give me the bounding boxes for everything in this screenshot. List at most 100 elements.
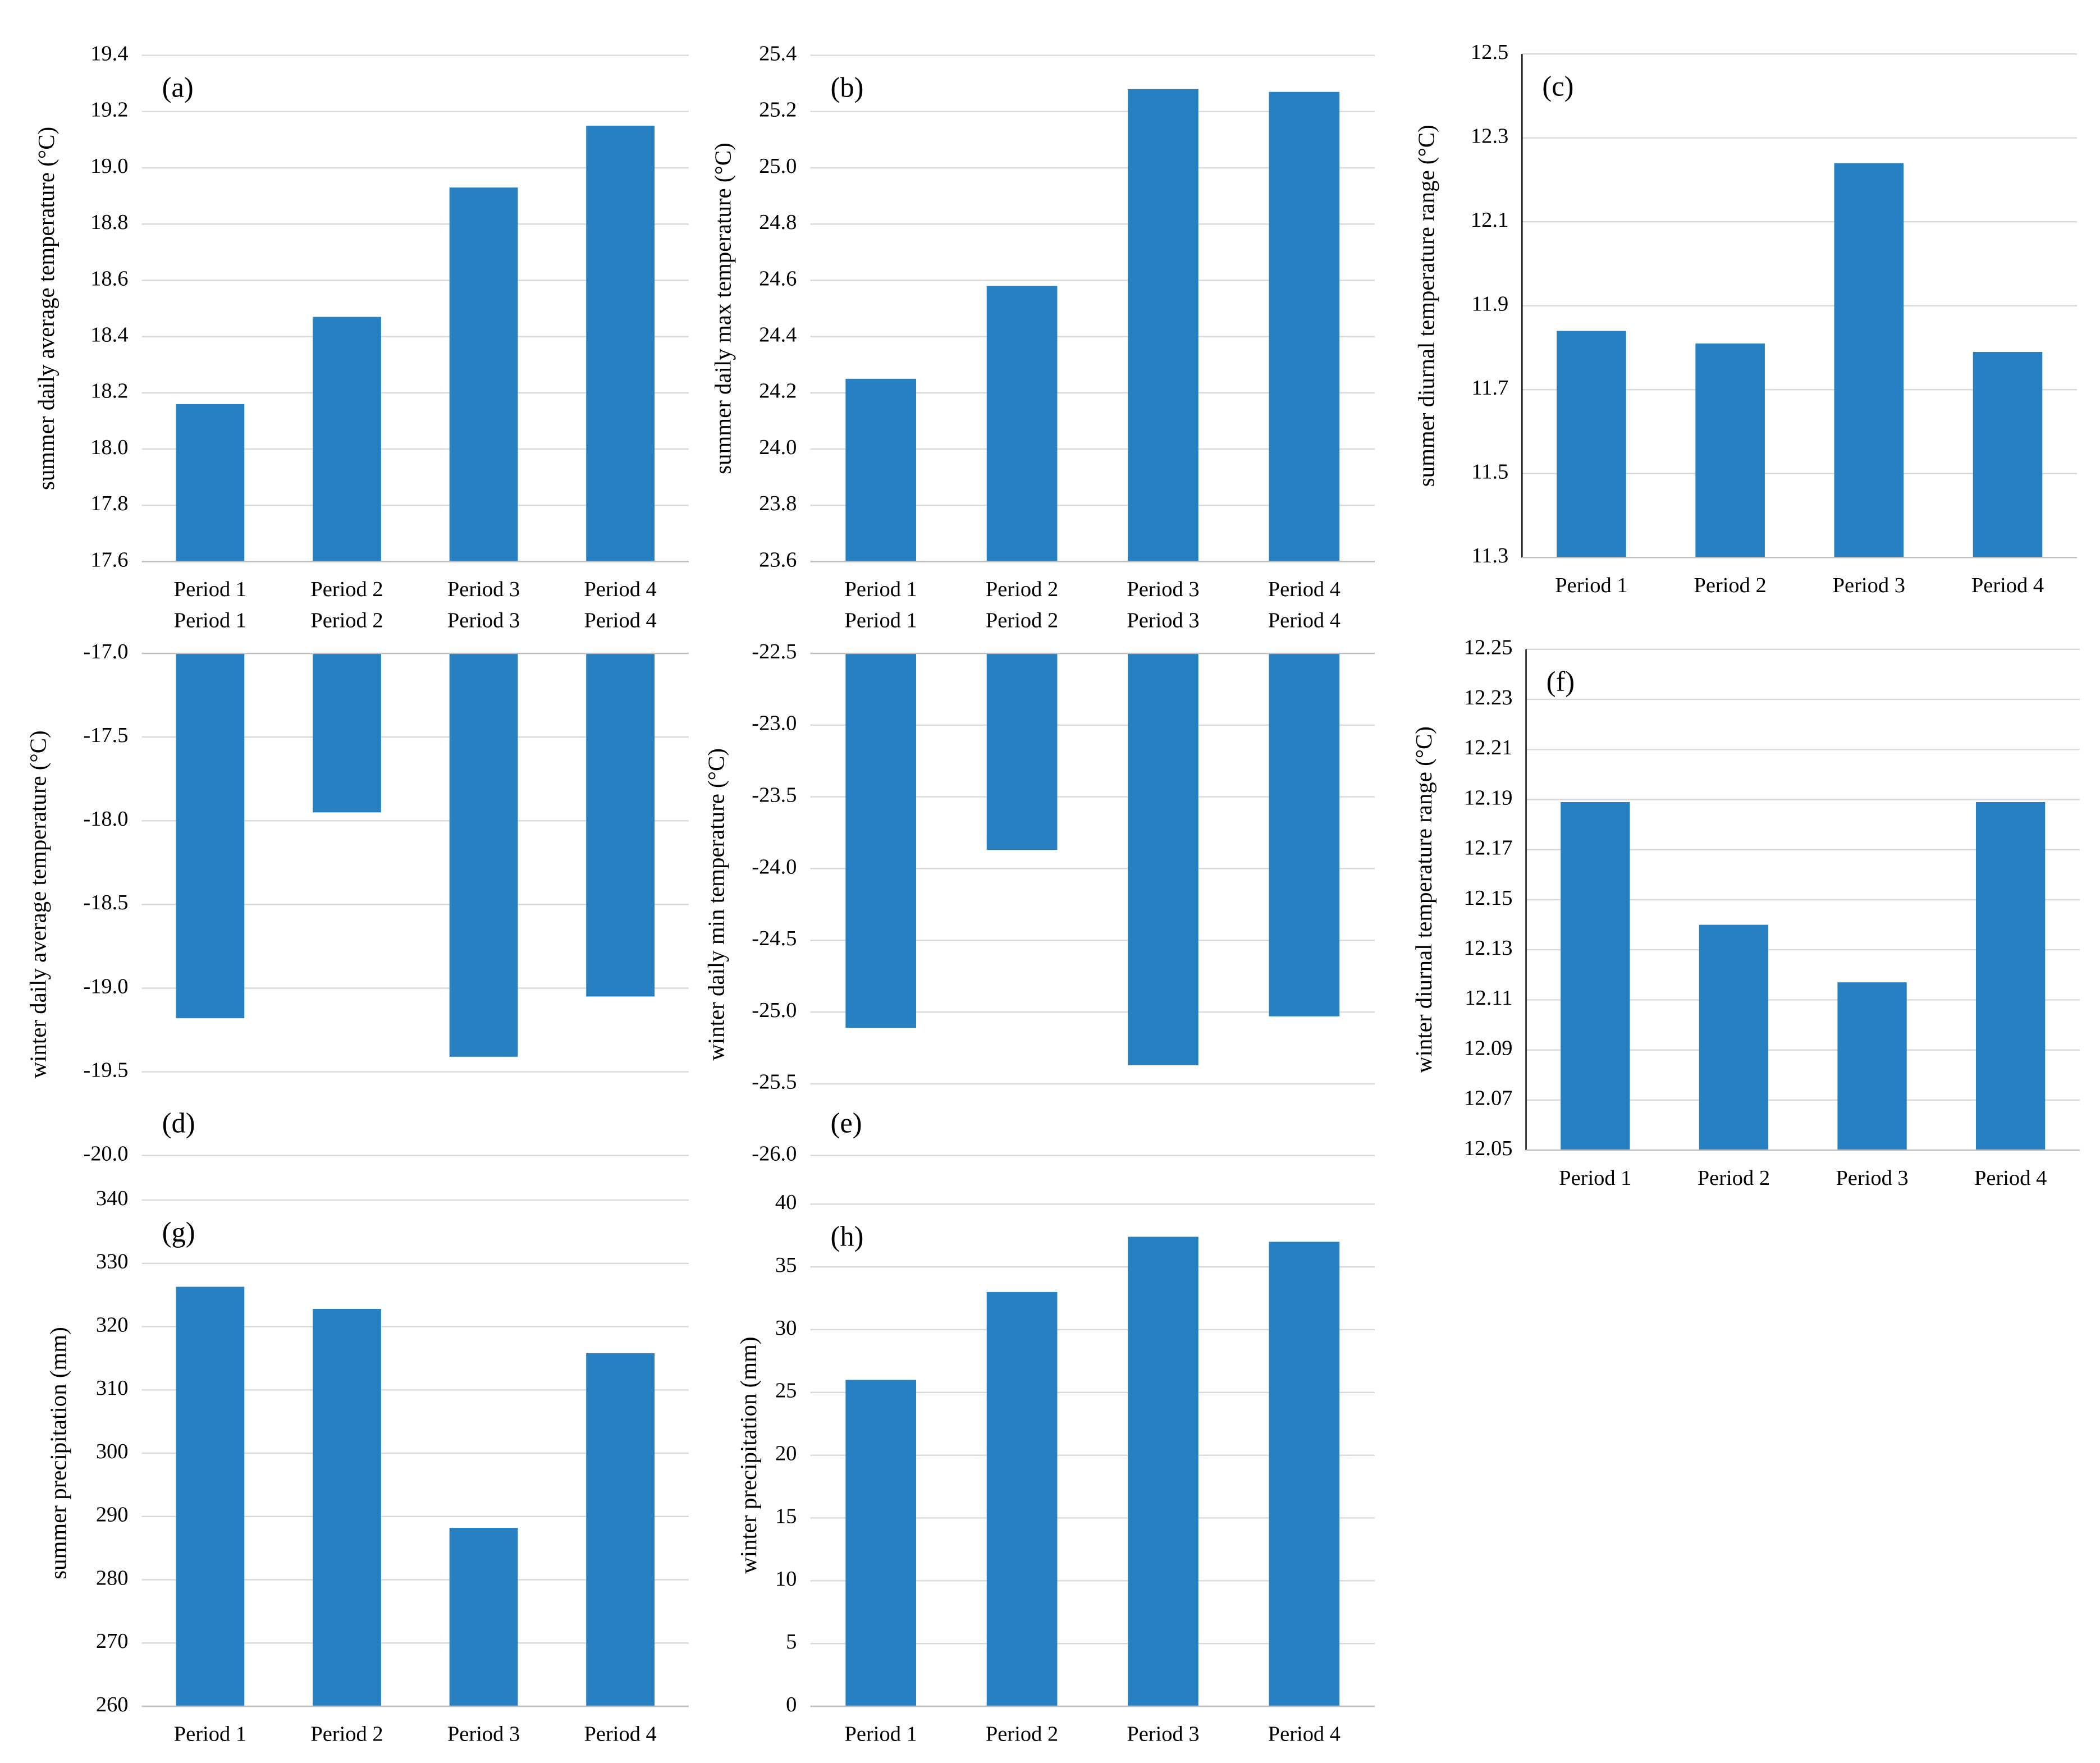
y-axis-title: winter daily average temperature (°C) bbox=[26, 730, 51, 1078]
y-tick-label: 12.13 bbox=[1464, 936, 1513, 960]
bar bbox=[313, 317, 381, 562]
y-tick-label: 12.5 bbox=[1471, 40, 1508, 64]
chart-panel: 12.05 12.07 12.09 12.11 12.13 12.15 12.17 12.19… bbox=[1411, 636, 2080, 1190]
y-tick-label: 270 bbox=[96, 1629, 129, 1653]
y-axis-title: summer diurnal temperature range (°C) bbox=[1414, 125, 1439, 487]
y-tick-label: 40 bbox=[775, 1190, 797, 1214]
y-tick-label: 330 bbox=[96, 1250, 129, 1274]
y-tick-label: -19.5 bbox=[83, 1058, 128, 1082]
x-tick-label: Period 4 bbox=[584, 578, 657, 601]
y-tick-label: 19.0 bbox=[90, 154, 128, 178]
y-tick-label: 11.7 bbox=[1471, 376, 1508, 400]
bar bbox=[845, 1380, 917, 1706]
x-tick-label: Period 3 bbox=[447, 1723, 520, 1746]
bar bbox=[176, 653, 245, 1019]
bar bbox=[1557, 331, 1626, 558]
y-tick-label: 25.0 bbox=[759, 154, 797, 178]
y-tick-label: 10 bbox=[775, 1567, 797, 1591]
y-tick-label: 300 bbox=[96, 1440, 129, 1463]
bar bbox=[313, 1309, 381, 1706]
chart-panel: -26.0 -25.5 -25.0 -24.5 -24.0 -23.5 -23.0 -22.5… bbox=[703, 609, 1375, 1166]
y-tick-label: 24.6 bbox=[759, 267, 797, 290]
y-tick-label: 15 bbox=[775, 1504, 797, 1528]
x-tick-label: Period 2 bbox=[986, 578, 1058, 601]
y-tick-label: 12.19 bbox=[1464, 786, 1513, 809]
y-tick-label: -17.0 bbox=[83, 640, 128, 663]
y-tick-label: 12.15 bbox=[1464, 886, 1513, 910]
y-tick-label: 11.5 bbox=[1471, 460, 1508, 484]
x-tick-label: Period 2 bbox=[1694, 574, 1766, 597]
bar bbox=[449, 1528, 518, 1706]
y-tick-label: 18.6 bbox=[90, 267, 128, 290]
y-tick-label: -20.0 bbox=[83, 1142, 128, 1166]
y-tick-label: 12.3 bbox=[1471, 125, 1508, 148]
x-tick-label: Period 3 bbox=[1127, 1723, 1199, 1746]
y-axis-title: winter daily min temperature (°C) bbox=[703, 748, 729, 1061]
y-tick-label: -18.0 bbox=[83, 807, 128, 831]
y-axis-title: winter diurnal temperature range (°C) bbox=[1411, 726, 1436, 1073]
bar bbox=[1837, 982, 1907, 1151]
bar bbox=[176, 404, 245, 562]
panel-label: (c) bbox=[1542, 70, 1573, 102]
y-tick-label: 17.6 bbox=[90, 548, 128, 571]
y-tick-label: 12.09 bbox=[1464, 1036, 1513, 1060]
y-axis-title: summer precipitation (mm) bbox=[46, 1327, 71, 1579]
x-tick-label: Period 2 bbox=[986, 609, 1058, 633]
y-tick-label: 24.2 bbox=[759, 379, 797, 403]
y-tick-label: 18.2 bbox=[90, 379, 128, 403]
bar bbox=[586, 125, 655, 562]
chart-panel: 260 270 280 290 300 310 320 330 340 Period 1 Perio… bbox=[46, 1187, 689, 1746]
bar bbox=[1269, 91, 1340, 562]
y-tick-label: 24.0 bbox=[759, 436, 797, 459]
y-tick-label: 25.2 bbox=[759, 98, 797, 122]
y-tick-label: 35 bbox=[775, 1253, 797, 1277]
panel-label: (f) bbox=[1547, 666, 1575, 697]
chart-panel: 0 5 10 15 20 25 30 35 40 Period 1 Period 2 Period 3… bbox=[736, 1190, 1375, 1746]
panel-label: (b) bbox=[831, 72, 864, 103]
bar bbox=[1128, 1237, 1198, 1706]
bar bbox=[845, 378, 917, 562]
bar bbox=[986, 286, 1058, 562]
x-tick-label: Period 1 bbox=[1559, 1166, 1631, 1190]
x-tick-label: Period 2 bbox=[310, 578, 383, 601]
panel-label: (h) bbox=[831, 1220, 864, 1252]
bar bbox=[586, 653, 655, 997]
bar bbox=[1561, 802, 1630, 1151]
bar bbox=[1695, 344, 1765, 558]
y-tick-label: 30 bbox=[775, 1316, 797, 1340]
bar bbox=[1975, 802, 2046, 1151]
bar bbox=[1973, 351, 2043, 558]
y-tick-label: 19.2 bbox=[90, 98, 128, 122]
chart-panel: 11.3 11.5 11.7 11.9 12.1 12.3 12.5 Period 1 Peri… bbox=[1414, 40, 2078, 597]
y-tick-label: 20 bbox=[775, 1441, 797, 1465]
chart-panel: 23.6 23.8 24.0 24.2 24.4 24.6 24.8 25.0 25.2 25.4… bbox=[710, 42, 1375, 601]
y-tick-label: 23.8 bbox=[759, 492, 797, 515]
x-tick-label: Period 3 bbox=[1127, 609, 1199, 633]
y-tick-label: -23.0 bbox=[752, 712, 797, 735]
bar bbox=[586, 1353, 655, 1706]
y-tick-label: 12.1 bbox=[1471, 208, 1508, 232]
y-tick-label: -24.5 bbox=[752, 927, 797, 950]
y-tick-label: 12.07 bbox=[1464, 1087, 1513, 1110]
y-tick-label: 25.4 bbox=[759, 42, 797, 65]
y-tick-label: -25.0 bbox=[752, 999, 797, 1022]
y-tick-label: 24.4 bbox=[759, 323, 797, 346]
x-tick-label: Period 1 bbox=[174, 609, 246, 633]
x-tick-label: Period 3 bbox=[1836, 1166, 1908, 1190]
bar bbox=[1834, 163, 1904, 558]
x-tick-label: Period 1 bbox=[174, 1723, 246, 1746]
x-tick-label: Period 4 bbox=[584, 1723, 657, 1746]
bar bbox=[313, 653, 381, 813]
x-tick-label: Period 2 bbox=[1698, 1166, 1770, 1190]
x-tick-label: Period 3 bbox=[447, 578, 520, 601]
panel-label: (d) bbox=[162, 1107, 195, 1138]
bar bbox=[449, 653, 518, 1057]
bar bbox=[449, 187, 518, 562]
y-tick-label: -17.5 bbox=[83, 723, 128, 747]
y-tick-label: 18.4 bbox=[90, 323, 128, 346]
y-tick-label: 19.4 bbox=[90, 42, 128, 65]
y-tick-label: -19.0 bbox=[83, 974, 128, 998]
panel-label: (a) bbox=[162, 72, 194, 103]
